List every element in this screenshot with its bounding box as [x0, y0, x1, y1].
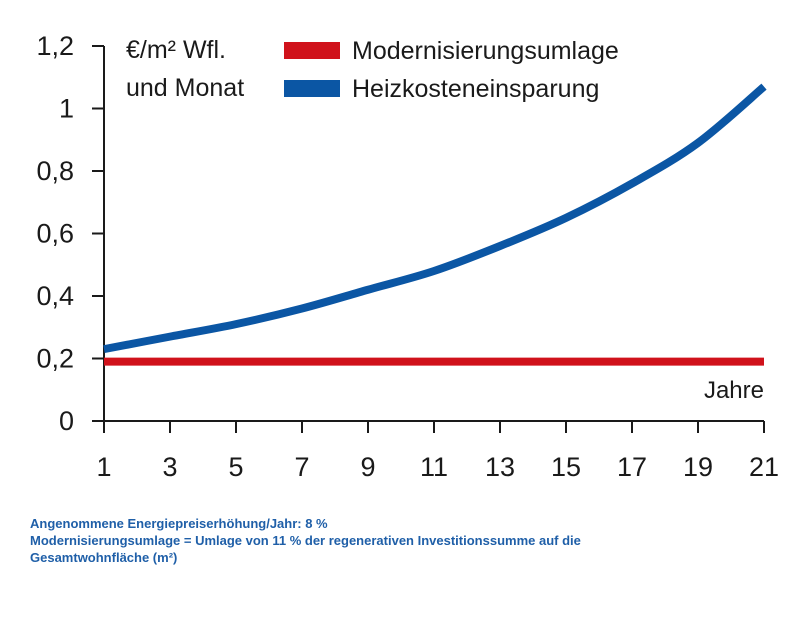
- legend-label-modernisierungsumlage: Modernisierungsumlage: [352, 37, 619, 65]
- y-unit-label-line1: €/m² Wfl.: [126, 36, 226, 64]
- footnote-modernisation-levy: Modernisierungsumlage = Umlage von 11 % …: [30, 533, 581, 548]
- x-tick-label: 15: [551, 452, 581, 482]
- x-ticks: 1 3 5 7 9 11 13 15 17 19 21: [96, 421, 779, 482]
- legend: Modernisierungsumlage Heizkosteneinsparu…: [284, 37, 619, 103]
- legend-swatch-modernisierungsumlage: [284, 42, 340, 59]
- y-tick-label: 1,2: [36, 31, 74, 61]
- legend-label-heizkosteneinsparung: Heizkosteneinsparung: [352, 75, 599, 103]
- x-tick-label: 13: [485, 452, 515, 482]
- legend-swatch-heizkosteneinsparung: [284, 80, 340, 97]
- x-axis-label: Jahre: [704, 377, 764, 404]
- x-tick-label: 7: [294, 452, 309, 482]
- y-tick-label: 0,2: [36, 344, 74, 374]
- x-tick-label: 19: [683, 452, 713, 482]
- series-layer: [103, 83, 767, 366]
- footnotes: Angenommene Energiepreiserhöhung/Jahr: 8…: [30, 515, 790, 566]
- y-tick-label: 1: [59, 94, 74, 124]
- x-tick-label: 3: [162, 452, 177, 482]
- y-ticks: 0 0,2 0,4 0,6 0,8 1 1,2: [36, 31, 104, 436]
- footnote-modernisation-levy-cont: Gesamtwohnfläche (m²): [30, 550, 178, 565]
- x-tick-label: 5: [228, 452, 243, 482]
- y-tick-label: 0,6: [36, 219, 74, 249]
- footnote-energy-price: Angenommene Energiepreiserhöhung/Jahr: 8…: [30, 516, 328, 531]
- y-unit-label-line2: und Monat: [126, 74, 244, 102]
- line-chart: 00,20,40,60,811,2 1 3 5 7 9 11 13 15 17 19 21 €/m²…: [36, 31, 779, 482]
- x-tick-label: 21: [749, 452, 779, 482]
- y-tick-label: 0,4: [36, 281, 74, 311]
- y-tick-label: 0: [59, 406, 74, 436]
- series-line-heizkosteneinsparung: [103, 83, 767, 354]
- x-tick-label: 9: [360, 452, 375, 482]
- y-tick-label: 0,8: [36, 156, 74, 186]
- x-tick-label: 17: [617, 452, 647, 482]
- x-tick-label: 1: [96, 452, 111, 482]
- x-tick-label: 11: [420, 452, 448, 482]
